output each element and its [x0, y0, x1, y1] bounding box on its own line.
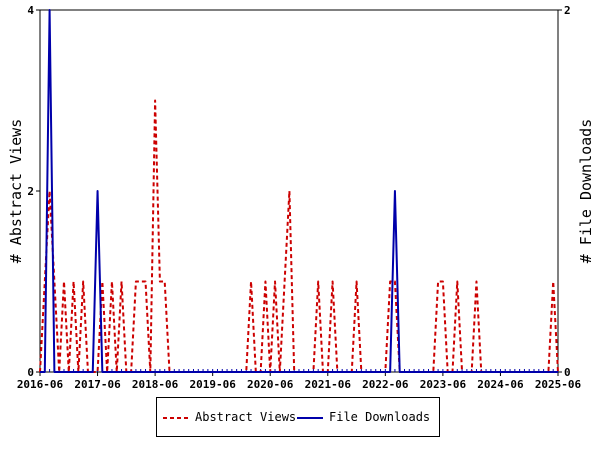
- y-ticks: 0 2 4 0 2: [27, 4, 570, 379]
- series-line-file-downloads: [40, 9, 558, 373]
- plot-frame: [39, 9, 559, 373]
- y-left-tick-label: 4: [27, 4, 34, 17]
- x-tick-label: 2016-06: [17, 378, 64, 391]
- legend-swatch-abstract-views: [163, 417, 189, 419]
- x-tick-label: 2021-06: [305, 378, 352, 391]
- x-tick-label: 2020-06: [247, 378, 294, 391]
- legend: Abstract Views File Downloads: [156, 397, 440, 437]
- x-tick-label: 2022-06: [362, 378, 409, 391]
- y-axis-title-left: # Abstract Views: [7, 119, 25, 264]
- y-right-tick-label: 0: [564, 366, 571, 379]
- x-tick-label: 2025-06: [535, 378, 582, 391]
- series-layer: [39, 9, 559, 373]
- x-tick-label: 2019-06: [189, 378, 236, 391]
- y-left-tick-label: 2: [27, 185, 34, 198]
- legend-swatch-file-downloads: [297, 417, 323, 419]
- legend-label-abstract-views: Abstract Views: [195, 410, 297, 424]
- x-tick-label: 2024-06: [477, 378, 524, 391]
- legend-label-file-downloads: File Downloads: [329, 410, 431, 424]
- x-tick-label: 2023-06: [420, 378, 467, 391]
- y-left-tick-label: 0: [27, 366, 34, 379]
- y-axis-title-right: # File Downloads: [577, 119, 595, 264]
- y-right-tick-label: 2: [564, 4, 571, 17]
- x-tick-label: 2017-06: [74, 378, 121, 391]
- x-tick-label: 2018-06: [132, 378, 179, 391]
- x-ticks: 2016-06 2017-06 2018-06 2019-06 2020-06 2021-…: [17, 369, 582, 391]
